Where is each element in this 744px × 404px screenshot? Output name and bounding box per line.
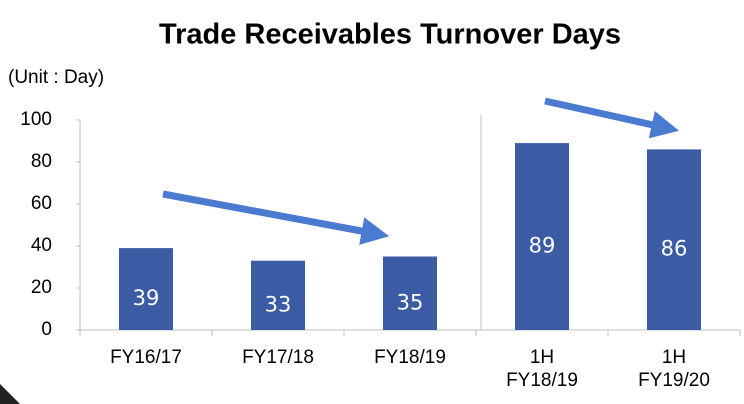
y-tick-label: 40 — [31, 235, 52, 256]
x-tick-label: 1H FY19/20 — [638, 347, 710, 391]
y-tick-label: 100 — [20, 109, 52, 130]
x-tick-label: FY16/17 — [110, 347, 182, 368]
y-tick-label: 60 — [31, 193, 52, 214]
y-tick-label: 80 — [31, 151, 52, 172]
y-tick-label: 0 — [41, 319, 52, 340]
bar — [251, 260, 305, 330]
corner-shape — [0, 384, 20, 404]
x-tick-label: FY17/18 — [242, 347, 314, 368]
x-tick-label: FY18/19 — [374, 347, 446, 368]
trend-arrow — [544, 97, 680, 139]
bar — [383, 256, 437, 330]
bar — [515, 143, 569, 330]
data-label: 86 — [661, 237, 688, 261]
x-tick-label: 1H FY18/19 — [506, 347, 578, 391]
chart-title: Trade Receivables Turnover Days — [159, 19, 621, 51]
unit-label: (Unit : Day) — [8, 67, 104, 88]
data-label: 35 — [397, 290, 424, 314]
data-label: 33 — [265, 292, 292, 316]
data-label: 89 — [529, 234, 556, 258]
data-label: 39 — [133, 286, 160, 310]
bar — [647, 149, 701, 330]
trend-arrow — [162, 190, 390, 245]
y-tick-label: 20 — [31, 277, 52, 298]
bar — [119, 248, 173, 330]
